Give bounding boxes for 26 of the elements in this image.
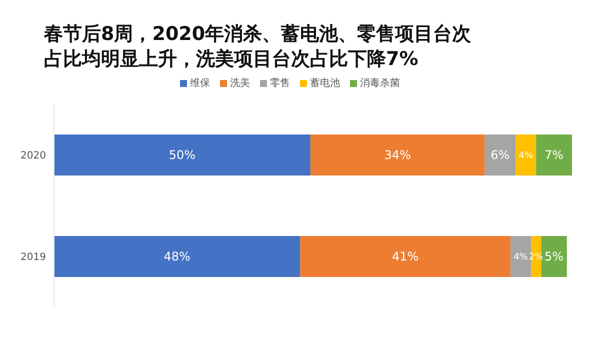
bar bbox=[536, 134, 572, 176]
bar bbox=[510, 236, 531, 277]
bar bbox=[310, 134, 485, 176]
legend-label: 洗美 bbox=[230, 76, 250, 90]
data-label: 48% bbox=[164, 249, 190, 264]
data-label: 34% bbox=[384, 148, 411, 162]
legend-label: 维保 bbox=[190, 76, 210, 90]
bar bbox=[54, 134, 310, 176]
bar bbox=[300, 236, 510, 277]
y-tick-label: 2019 bbox=[20, 252, 46, 263]
data-label: 6% bbox=[490, 148, 510, 162]
bar bbox=[484, 134, 516, 176]
legend-label: 蓄电池 bbox=[310, 76, 340, 90]
chart-title: 春节后8周，2020年消杀、蓄电池、零售项目台次占比均明显上升，洗美项目台次占比下降7% bbox=[42, 22, 472, 72]
legend-label: 零售 bbox=[270, 77, 290, 90]
data-label: 7% bbox=[544, 148, 564, 162]
data-label: 50% bbox=[168, 148, 196, 162]
data-label: 41% bbox=[392, 249, 419, 264]
y-tick-label: 2020 bbox=[20, 150, 46, 162]
data-label: 5% bbox=[544, 249, 564, 264]
bar bbox=[541, 236, 567, 277]
bar bbox=[516, 134, 536, 176]
data-label: 4% bbox=[514, 252, 528, 262]
data-label: 4% bbox=[518, 150, 534, 161]
legend-label: 消毒杀菌 bbox=[360, 76, 400, 90]
bar bbox=[54, 236, 300, 277]
